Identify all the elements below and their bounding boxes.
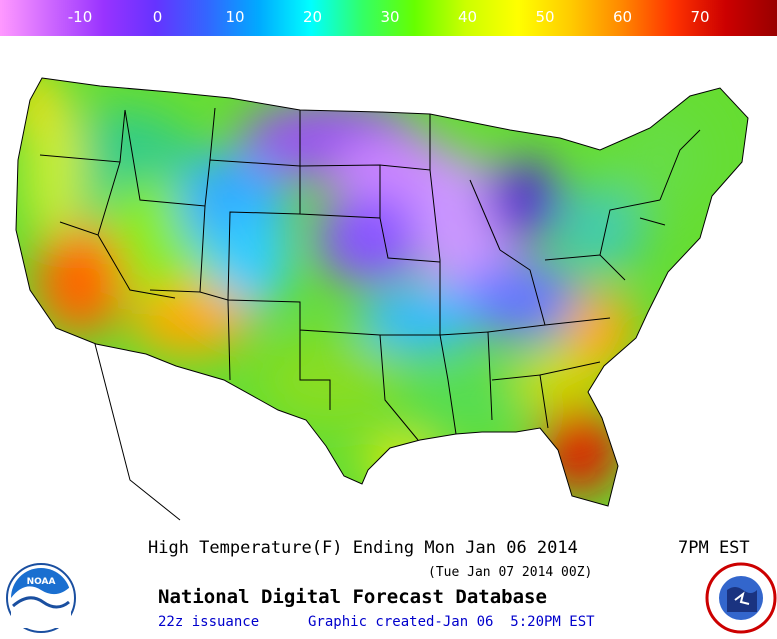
map-time: 7PM EST (678, 538, 750, 558)
legend-tick-label: 70 (690, 8, 710, 26)
legend-tick-label: -10 (67, 8, 93, 26)
noaa-logo-text: NOAA (27, 577, 56, 587)
temperature-color-legend: -10 0 10 20 30 40 50 60 70 (0, 0, 777, 36)
legend-tick-label: 0 (152, 8, 163, 26)
database-name: National Digital Forecast Database (158, 586, 547, 608)
legend-tick-label: 50 (535, 8, 555, 26)
graphic-created-text: Graphic created-Jan 06 5:20PM EST (308, 614, 595, 630)
map-boundaries (15, 77, 749, 521)
temperature-shading (16, 78, 748, 506)
legend-tick-label: 60 (612, 8, 633, 26)
us-temperature-map-svg (15, 77, 749, 521)
legend-tick-label: 30 (380, 8, 400, 26)
legend-tick-label: 10 (225, 8, 245, 26)
noaa-logo-icon: NOAA (5, 562, 77, 634)
issuance-text: 22z issuance (158, 614, 260, 630)
legend-tick-label: 40 (457, 8, 478, 26)
legend-tick-label: 20 (302, 8, 323, 26)
map-title: High Temperature(F) Ending Mon Jan 06 20… (148, 538, 578, 558)
legend-gradient (0, 0, 777, 36)
nws-logo-icon (705, 560, 777, 635)
temperature-map (0, 36, 777, 535)
utc-time: (Tue Jan 07 2014 00Z) (428, 565, 593, 580)
